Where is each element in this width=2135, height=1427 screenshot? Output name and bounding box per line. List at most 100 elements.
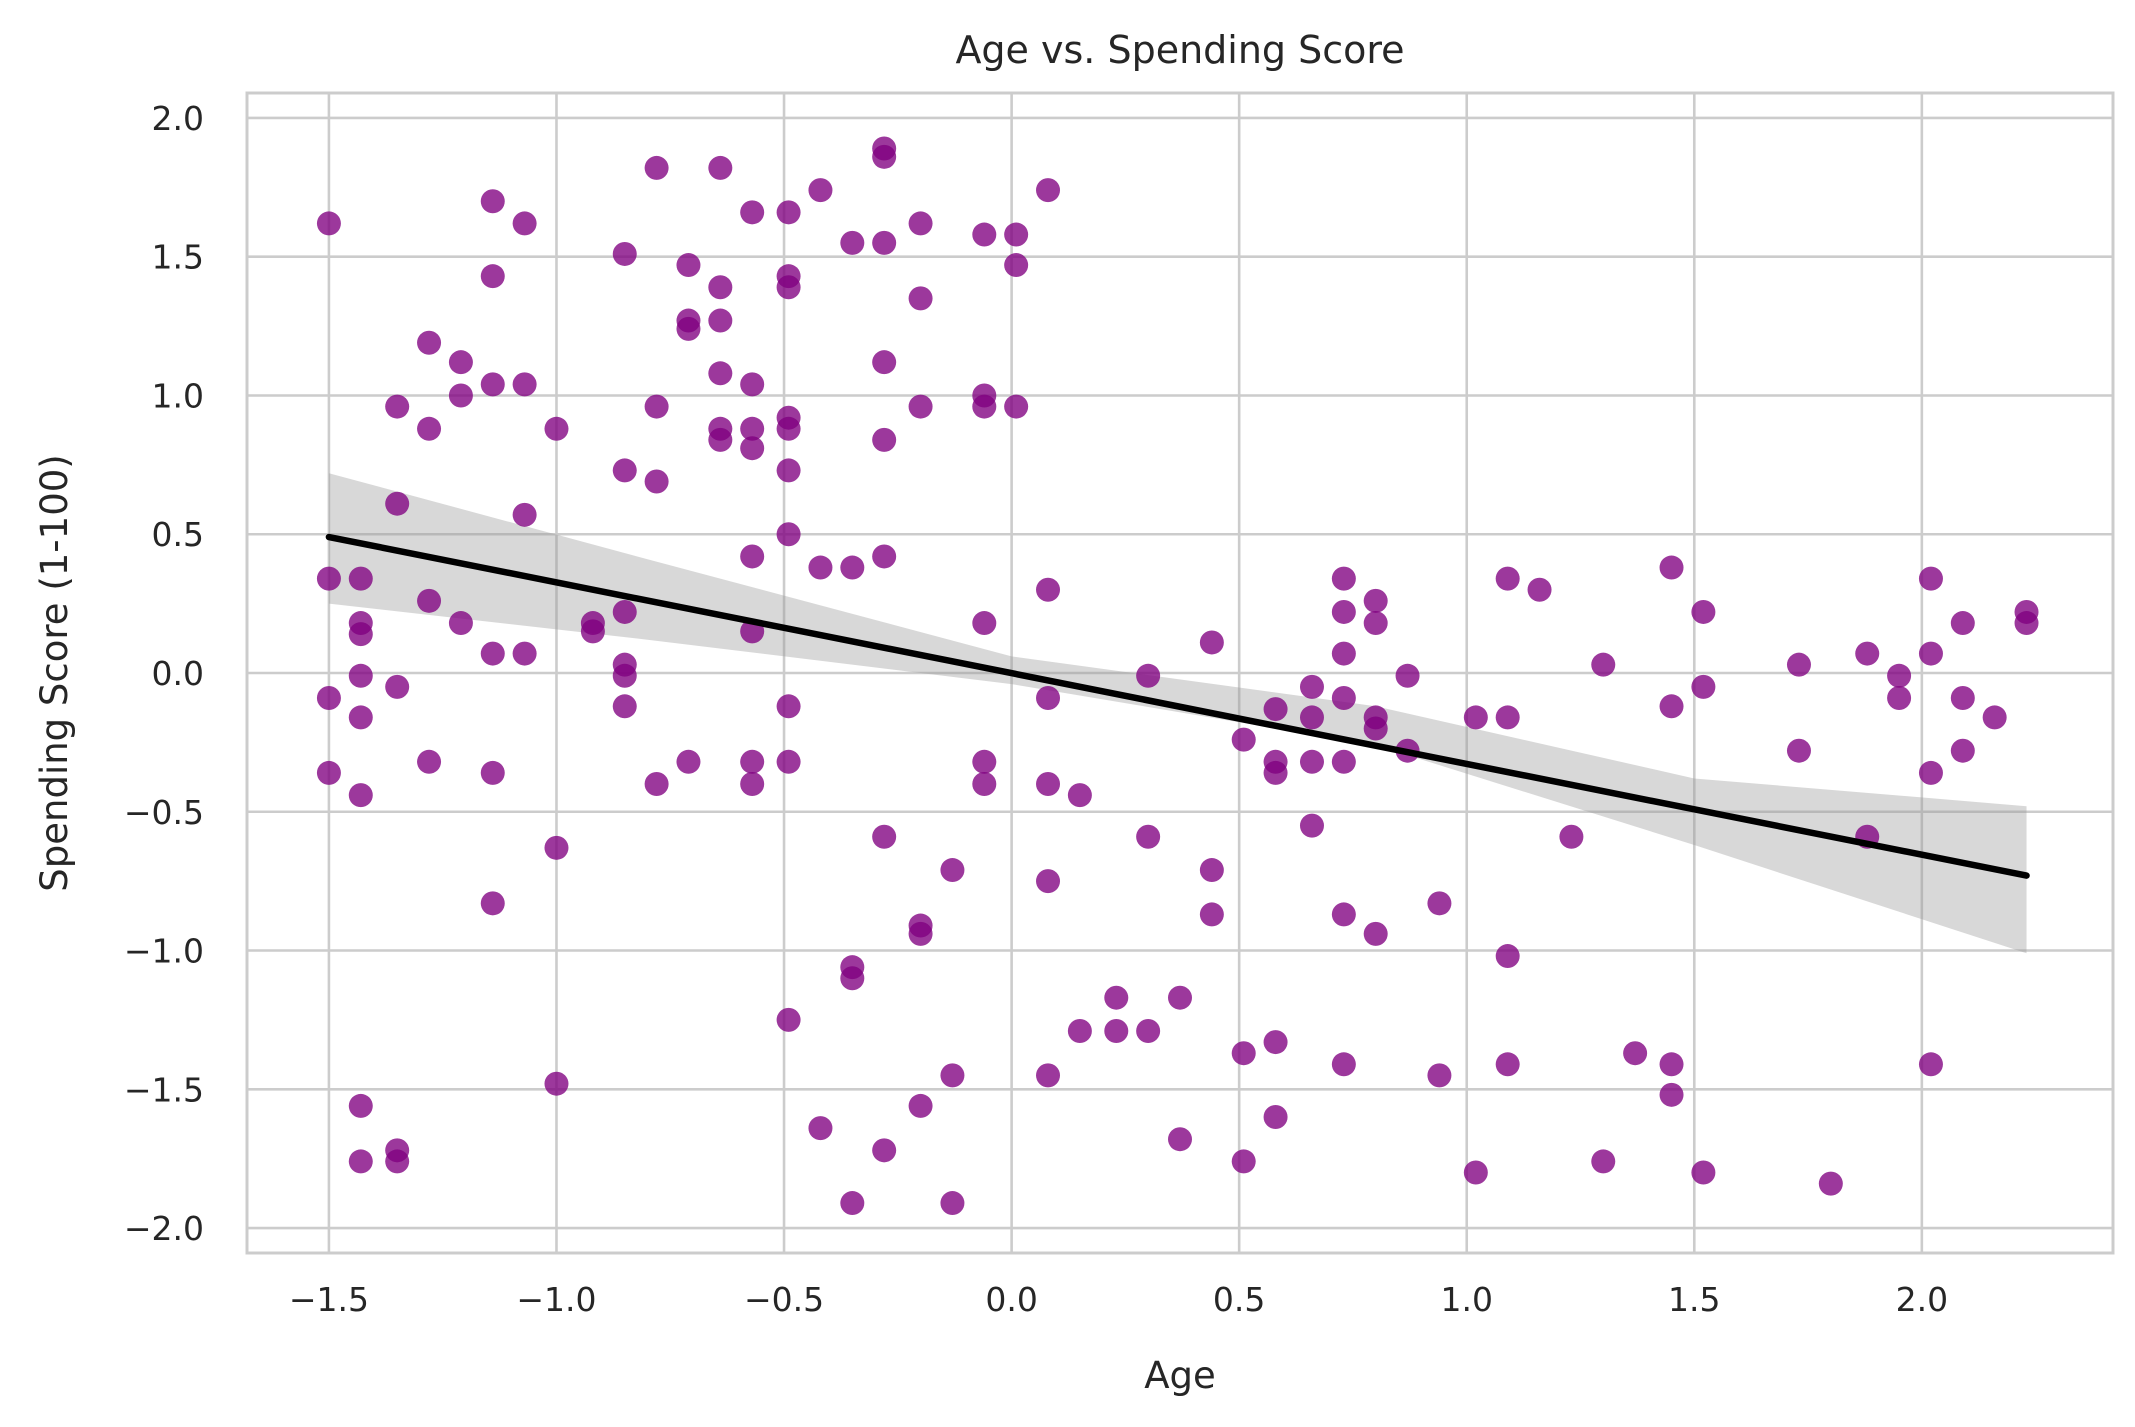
data-point (1231, 1041, 1256, 1066)
data-point (776, 200, 801, 225)
data-point (348, 566, 373, 591)
data-point (644, 772, 669, 797)
data-point (1168, 1127, 1192, 1152)
data-point (448, 611, 473, 636)
data-point (1331, 566, 1356, 591)
data-point (872, 230, 897, 255)
data-point (908, 394, 933, 419)
data-point (512, 372, 537, 397)
data-point (1659, 1082, 1684, 1107)
data-point (612, 694, 637, 719)
data-point (708, 427, 733, 452)
data-point (740, 772, 765, 797)
data-point (808, 1116, 833, 1141)
data-point (348, 622, 373, 647)
data-point (1855, 641, 1880, 666)
data-point (740, 200, 765, 225)
data-point (740, 436, 765, 461)
data-point (1918, 566, 1943, 591)
data-point (1104, 1018, 1129, 1043)
data-point (676, 749, 701, 774)
data-point (1786, 652, 1811, 677)
data-point (1463, 705, 1488, 730)
data-point (1331, 902, 1356, 927)
data-point (1263, 697, 1288, 722)
y-tick-label: −1.5 (124, 1070, 204, 1109)
data-point (1950, 738, 1975, 763)
data-point (1363, 588, 1388, 613)
data-point (1887, 685, 1912, 710)
data-point (1199, 858, 1224, 883)
data-point (708, 361, 733, 386)
data-point (740, 416, 765, 441)
data-point (1363, 611, 1388, 636)
data-point (1495, 1052, 1520, 1077)
data-point (480, 641, 505, 666)
data-point (316, 760, 341, 785)
y-tick-label: 2.0 (152, 99, 204, 138)
data-point (776, 275, 801, 300)
data-point (385, 394, 410, 419)
y-tick-labels: −2.0 −1.5 −1.0 −0.5 0.0 0.5 1.0 1.5 2.0 (124, 99, 204, 1248)
data-point (1036, 577, 1061, 602)
data-point (1136, 1018, 1161, 1043)
data-point (1591, 1149, 1616, 1174)
data-point (908, 921, 933, 946)
y-tick-label: −1.0 (124, 932, 204, 971)
data-point (480, 372, 505, 397)
data-point (1395, 663, 1420, 688)
data-point (1299, 705, 1324, 730)
data-point (908, 1093, 933, 1118)
data-point (1036, 772, 1061, 797)
data-point (316, 566, 341, 591)
data-point (644, 469, 669, 494)
data-point (512, 641, 537, 666)
data-point (348, 705, 373, 730)
data-point (644, 394, 669, 419)
data-point (1691, 674, 1716, 699)
data-point (417, 588, 442, 613)
data-point (1363, 921, 1388, 946)
data-point (1067, 1018, 1092, 1043)
data-point (1659, 694, 1684, 719)
data-point (1918, 760, 1943, 785)
data-point (1136, 824, 1161, 849)
data-point (348, 1093, 373, 1118)
data-point (480, 891, 505, 916)
data-point (417, 749, 442, 774)
data-point (512, 211, 537, 236)
data-point (612, 663, 637, 688)
data-point (808, 555, 833, 580)
x-tick-label: 1.5 (1668, 1280, 1720, 1319)
y-tick-label: 1.5 (152, 238, 204, 277)
data-point (1918, 641, 1943, 666)
data-point (480, 189, 505, 214)
data-point (1363, 716, 1388, 741)
data-point (1887, 663, 1912, 688)
data-point (872, 144, 897, 169)
data-point (348, 1149, 373, 1174)
data-point (872, 350, 897, 375)
data-point (348, 783, 373, 808)
data-point (776, 458, 801, 483)
data-point (840, 966, 865, 991)
data-point (1136, 663, 1161, 688)
data-point (385, 1149, 410, 1174)
data-point (776, 522, 801, 547)
data-point (1659, 555, 1684, 580)
y-tick-label: −2.0 (124, 1209, 204, 1248)
data-point (972, 394, 997, 419)
data-point (1623, 1041, 1648, 1066)
data-point (808, 178, 833, 203)
data-points (316, 136, 2039, 1216)
x-tick-label: 0.0 (985, 1280, 1037, 1319)
data-point (840, 555, 865, 580)
data-point (448, 383, 473, 408)
data-point (708, 275, 733, 300)
data-point (580, 619, 605, 644)
data-point (708, 155, 733, 180)
data-point (1818, 1171, 1843, 1196)
data-point (385, 491, 410, 516)
data-point (776, 694, 801, 719)
